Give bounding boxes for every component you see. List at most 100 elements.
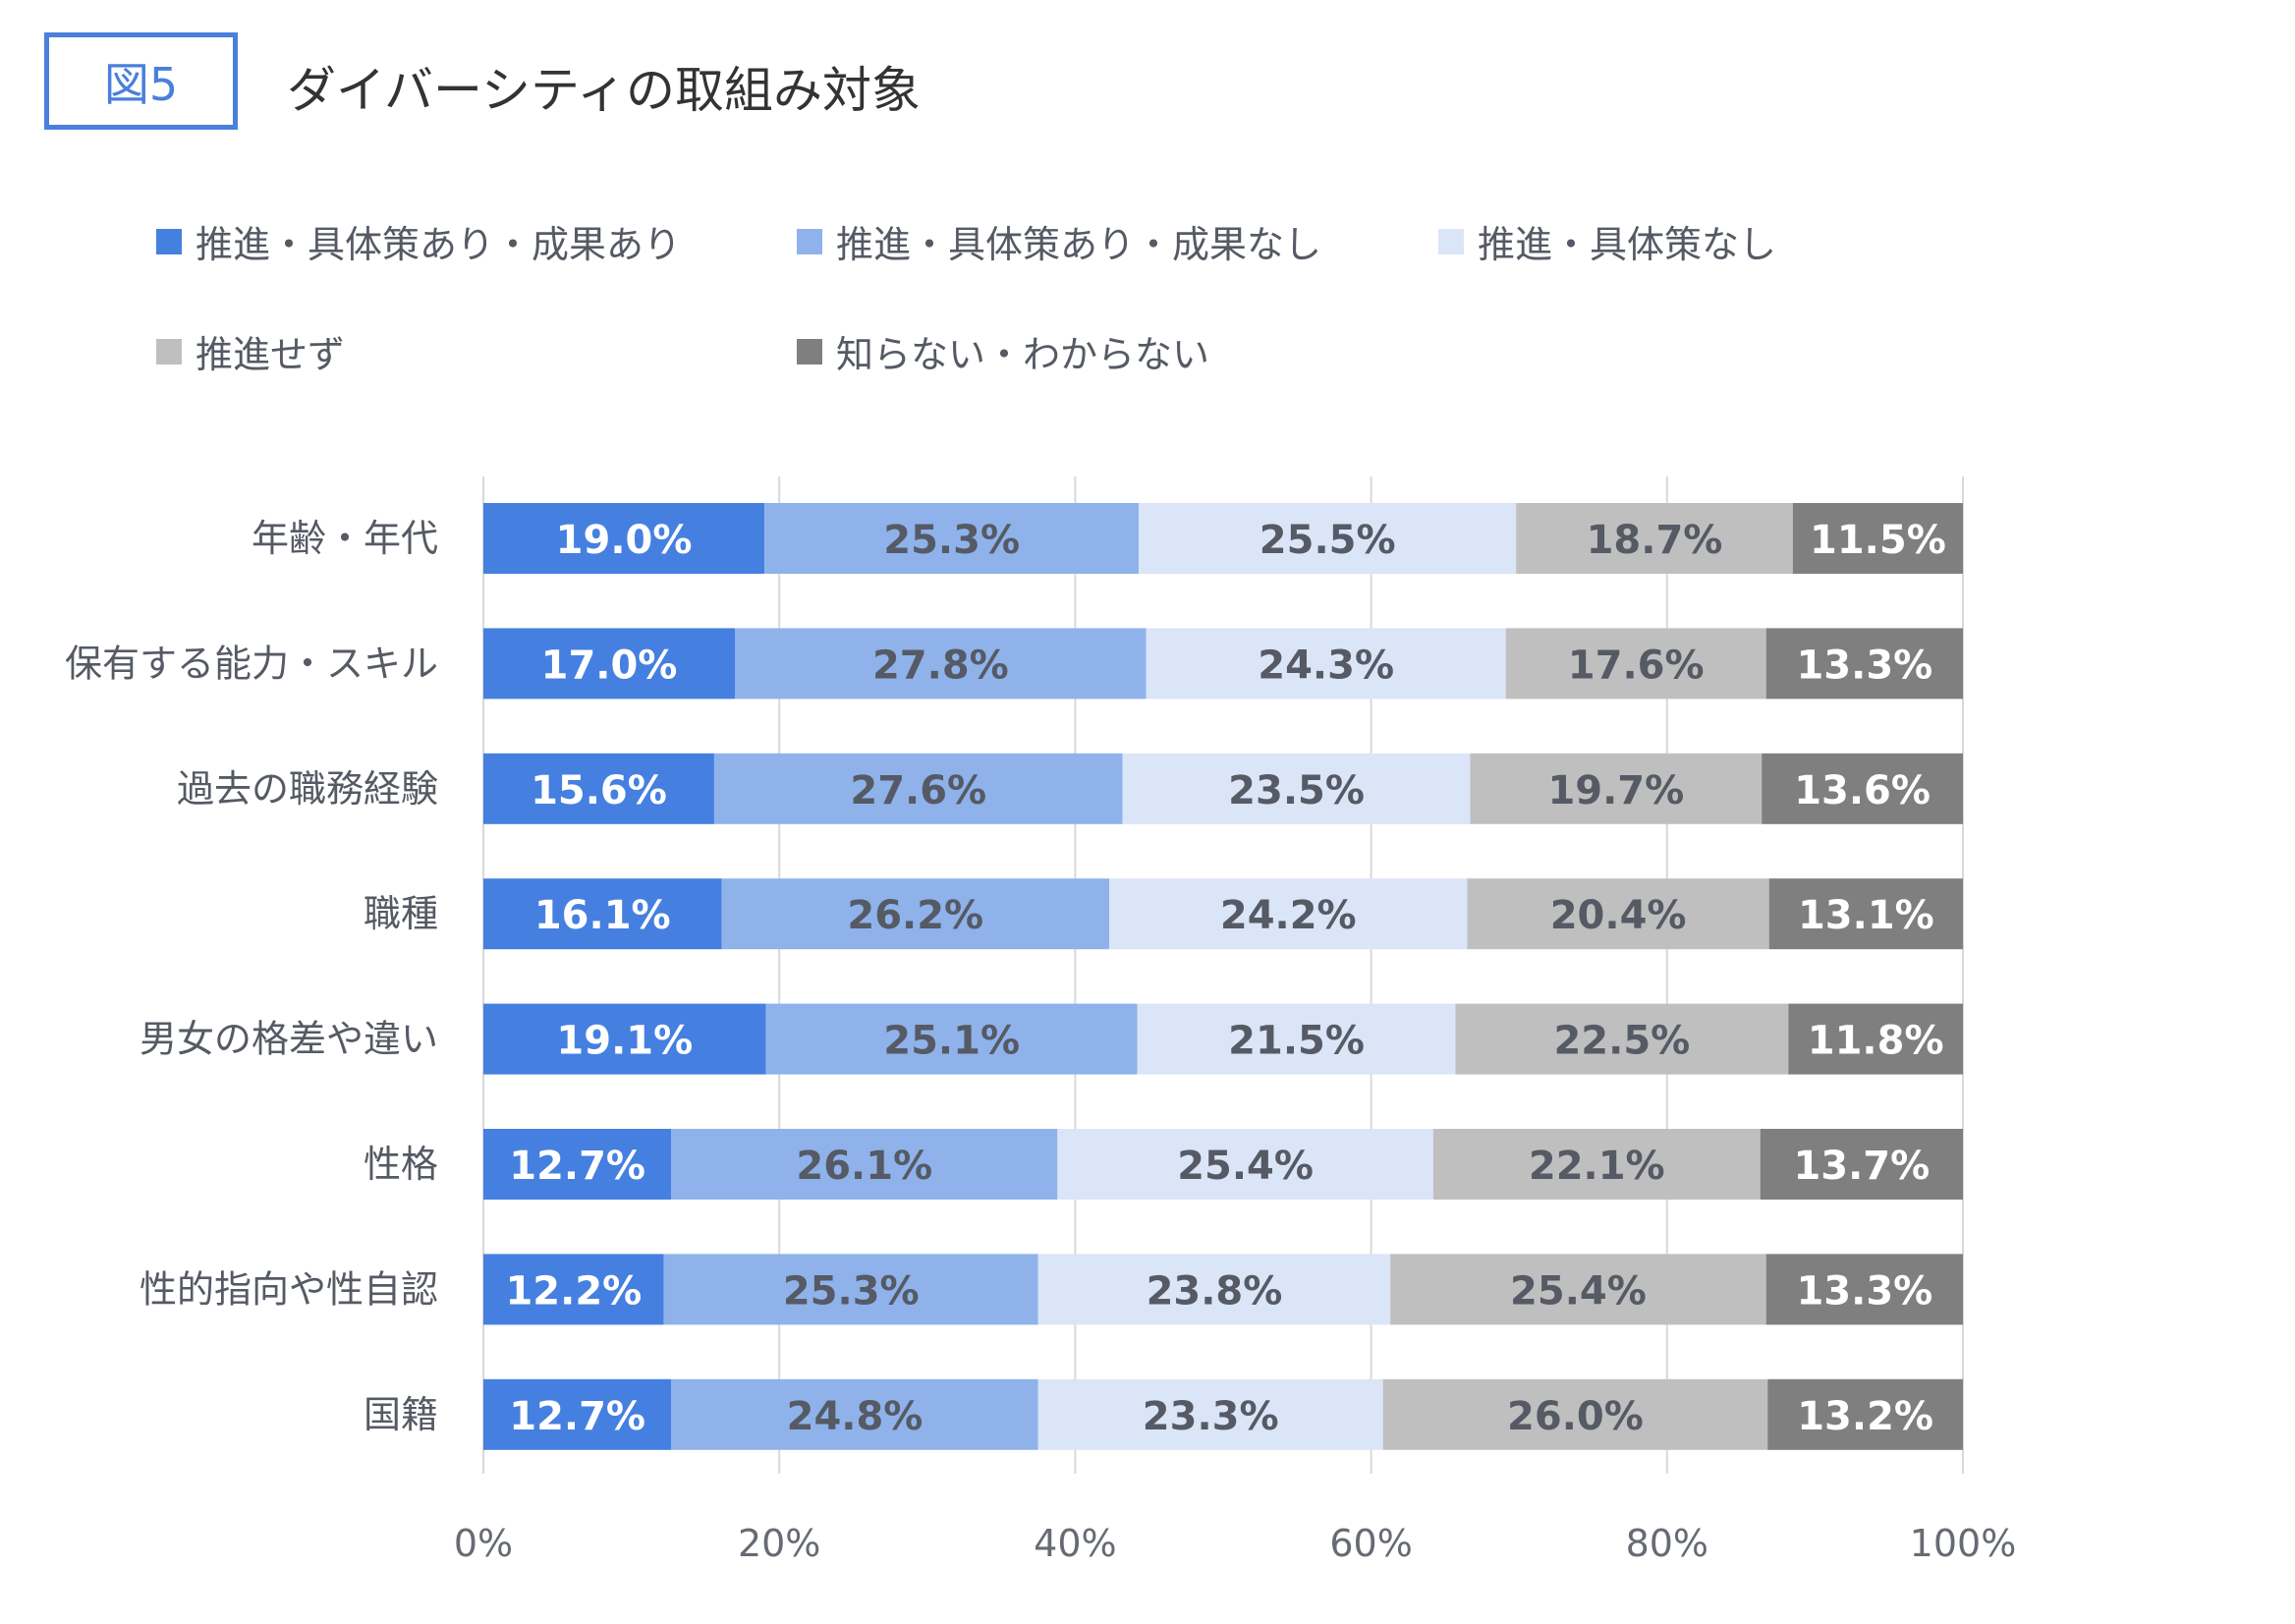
data-label: 24.2% (1220, 893, 1357, 938)
bar-segment (1146, 628, 1506, 700)
bar-segment (1057, 1129, 1433, 1200)
bar-segment (1382, 1378, 1768, 1450)
bar-segment (1470, 753, 1763, 824)
bar-segment (1137, 1003, 1456, 1075)
data-label: 23.5% (1228, 768, 1365, 813)
data-label: 17.0% (541, 643, 678, 688)
x-tick-label: 40% (1034, 1522, 1116, 1565)
bar-segment (1767, 1378, 1963, 1450)
legend-label: 推進せず (196, 333, 346, 376)
data-label: 25.3% (783, 1268, 920, 1314)
bar-segment (735, 628, 1147, 700)
legend-label: 知らない・わからない (836, 333, 1210, 376)
category-label: 職種 (364, 892, 438, 935)
data-label: 13.3% (1796, 1268, 1932, 1314)
bar-segment (1762, 753, 1963, 824)
legend-item: 推進・具体策あり・成果なし (797, 214, 1321, 268)
bar-segment (1455, 1003, 1789, 1075)
chart-title: ダイバーシティの取組み対象 (287, 62, 921, 119)
data-label: 13.2% (1797, 1394, 1933, 1439)
bar-segment (764, 503, 1140, 574)
data-label: 24.3% (1258, 643, 1394, 688)
bar-segment (1505, 628, 1766, 700)
data-label: 25.4% (1510, 1268, 1647, 1314)
bar-segment (1516, 503, 1793, 574)
data-label: 23.3% (1143, 1394, 1279, 1439)
bar-segment (663, 1254, 1038, 1325)
bar-segment (1765, 628, 1963, 700)
bar-segment (671, 1129, 1058, 1200)
bar-segment (1390, 1254, 1766, 1325)
data-label: 24.8% (787, 1394, 924, 1439)
bar-segment (483, 628, 736, 700)
bar-segment (483, 1003, 766, 1075)
bar-segment (671, 1378, 1038, 1450)
data-label: 13.6% (1794, 768, 1931, 813)
category-label: 性格 (364, 1143, 438, 1186)
bar-segment (483, 1129, 672, 1200)
category-label: 性的指向や性自認 (140, 1267, 438, 1311)
category-label: 国籍 (364, 1393, 438, 1436)
data-label: 22.5% (1553, 1019, 1690, 1064)
legend-item: 推進・具体策あり・成果あり (156, 214, 681, 268)
bar-segment (1765, 1254, 1963, 1325)
legend-swatch (156, 338, 182, 364)
data-label: 25.4% (1177, 1144, 1314, 1189)
data-label: 22.1% (1529, 1144, 1665, 1189)
category-label: 年齢・年代 (252, 517, 438, 560)
bar-segment (1760, 1129, 1963, 1200)
bar-segment (765, 1003, 1138, 1075)
x-tick-label: 0% (454, 1522, 513, 1565)
data-label: 27.6% (850, 768, 986, 813)
bar-segment (1768, 878, 1963, 950)
data-label: 13.3% (1796, 643, 1932, 688)
data-label: 12.7% (509, 1144, 645, 1189)
data-label: 26.0% (1507, 1394, 1644, 1439)
bar-segment (483, 753, 714, 824)
data-label: 12.7% (509, 1394, 645, 1439)
data-label: 11.5% (1810, 518, 1946, 563)
data-label: 19.1% (556, 1019, 693, 1064)
data-label: 11.8% (1808, 1019, 1944, 1064)
data-label: 15.6% (531, 768, 667, 813)
legend-swatch (156, 228, 182, 254)
legend-label: 推進・具体策あり・成果なし (836, 223, 1322, 266)
data-label: 27.8% (872, 643, 1009, 688)
bar-segment (1792, 503, 1963, 574)
figure-label: 図5 (44, 32, 238, 130)
legend-label: 推進・具体策なし (1478, 223, 1777, 266)
x-tick-label: 100% (1910, 1522, 2017, 1565)
bar-segment (1432, 1129, 1761, 1200)
legend-swatch (797, 228, 822, 254)
data-label: 23.8% (1147, 1268, 1283, 1314)
bar-segment (713, 753, 1123, 824)
legend-item: 推進・具体策なし (1438, 214, 1776, 268)
bar-segment (483, 878, 722, 950)
bar-segment (1037, 1378, 1383, 1450)
category-label: 過去の職務経験 (177, 767, 438, 811)
legend-item: 推進せず (156, 324, 345, 378)
data-label: 13.1% (1798, 893, 1934, 938)
data-label: 12.2% (505, 1268, 642, 1314)
data-label: 25.3% (883, 518, 1020, 563)
bar-segment (483, 503, 765, 574)
data-label: 25.1% (883, 1019, 1020, 1064)
bar-segment (721, 878, 1110, 950)
data-label: 26.1% (796, 1144, 932, 1189)
data-label: 26.2% (847, 893, 983, 938)
data-label: 18.7% (1587, 518, 1723, 563)
data-label: 20.4% (1550, 893, 1687, 938)
data-label: 16.1% (534, 893, 671, 938)
category-label: 保有する能力・スキル (65, 642, 438, 685)
bar-segment (1139, 503, 1517, 574)
bar-segment (1037, 1254, 1391, 1325)
data-label: 25.5% (1259, 518, 1396, 563)
legend-swatch (797, 338, 822, 364)
x-tick-label: 20% (738, 1522, 820, 1565)
data-label: 19.7% (1547, 768, 1684, 813)
bar-segment (1788, 1003, 1963, 1075)
x-tick-label: 80% (1626, 1522, 1708, 1565)
bar-segment (1122, 753, 1471, 824)
bar-segment (1109, 878, 1468, 950)
